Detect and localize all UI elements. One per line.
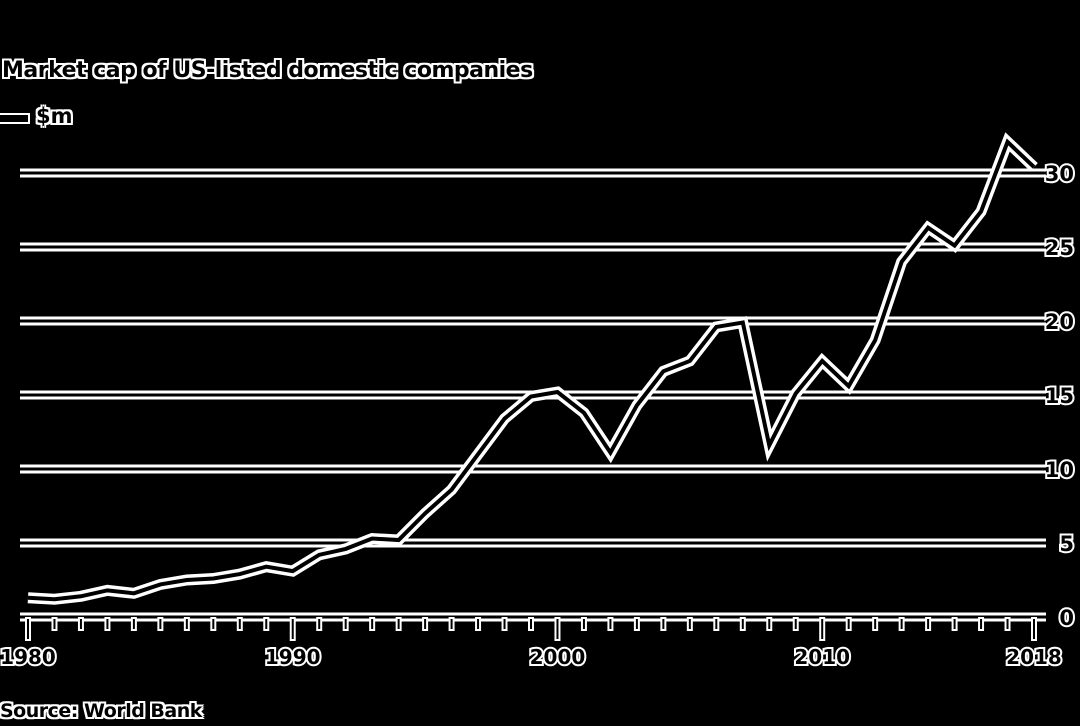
- series-line-outline-0: [27, 132, 1038, 605]
- source-note: Source: World Bank: [0, 700, 202, 722]
- x-tick-label-2010: 2010: [794, 645, 850, 669]
- x-tick-label-1980: 1980: [0, 645, 56, 669]
- y-tick-label-10: 10: [1045, 458, 1074, 482]
- series-line-0: [27, 138, 1036, 602]
- y-tick-label-5: 5: [1059, 532, 1074, 556]
- x-tick-label-2018: 2018: [1006, 645, 1062, 669]
- x-tick-label-1990: 1990: [265, 645, 321, 669]
- y-tick-label-0: 0: [1059, 606, 1074, 630]
- series-layer: [27, 132, 1038, 605]
- legend-swatch: [0, 113, 30, 124]
- gridlines: [20, 168, 1046, 548]
- x-axis: 1980 1990 2000 2010 2018: [0, 612, 1064, 671]
- y-tick-label-30: 30: [1045, 162, 1074, 186]
- x-tick-label-2000: 2000: [530, 645, 586, 669]
- legend-label: $m: [36, 104, 73, 128]
- y-tick-labels: 0 5 10 15 20 25 30: [1043, 160, 1076, 632]
- chart-title: Market cap of US-listed domestic compani…: [2, 58, 533, 83]
- y-tick-label-15: 15: [1045, 384, 1074, 408]
- y-tick-label-25: 25: [1045, 236, 1074, 260]
- y-tick-label-20: 20: [1045, 310, 1074, 334]
